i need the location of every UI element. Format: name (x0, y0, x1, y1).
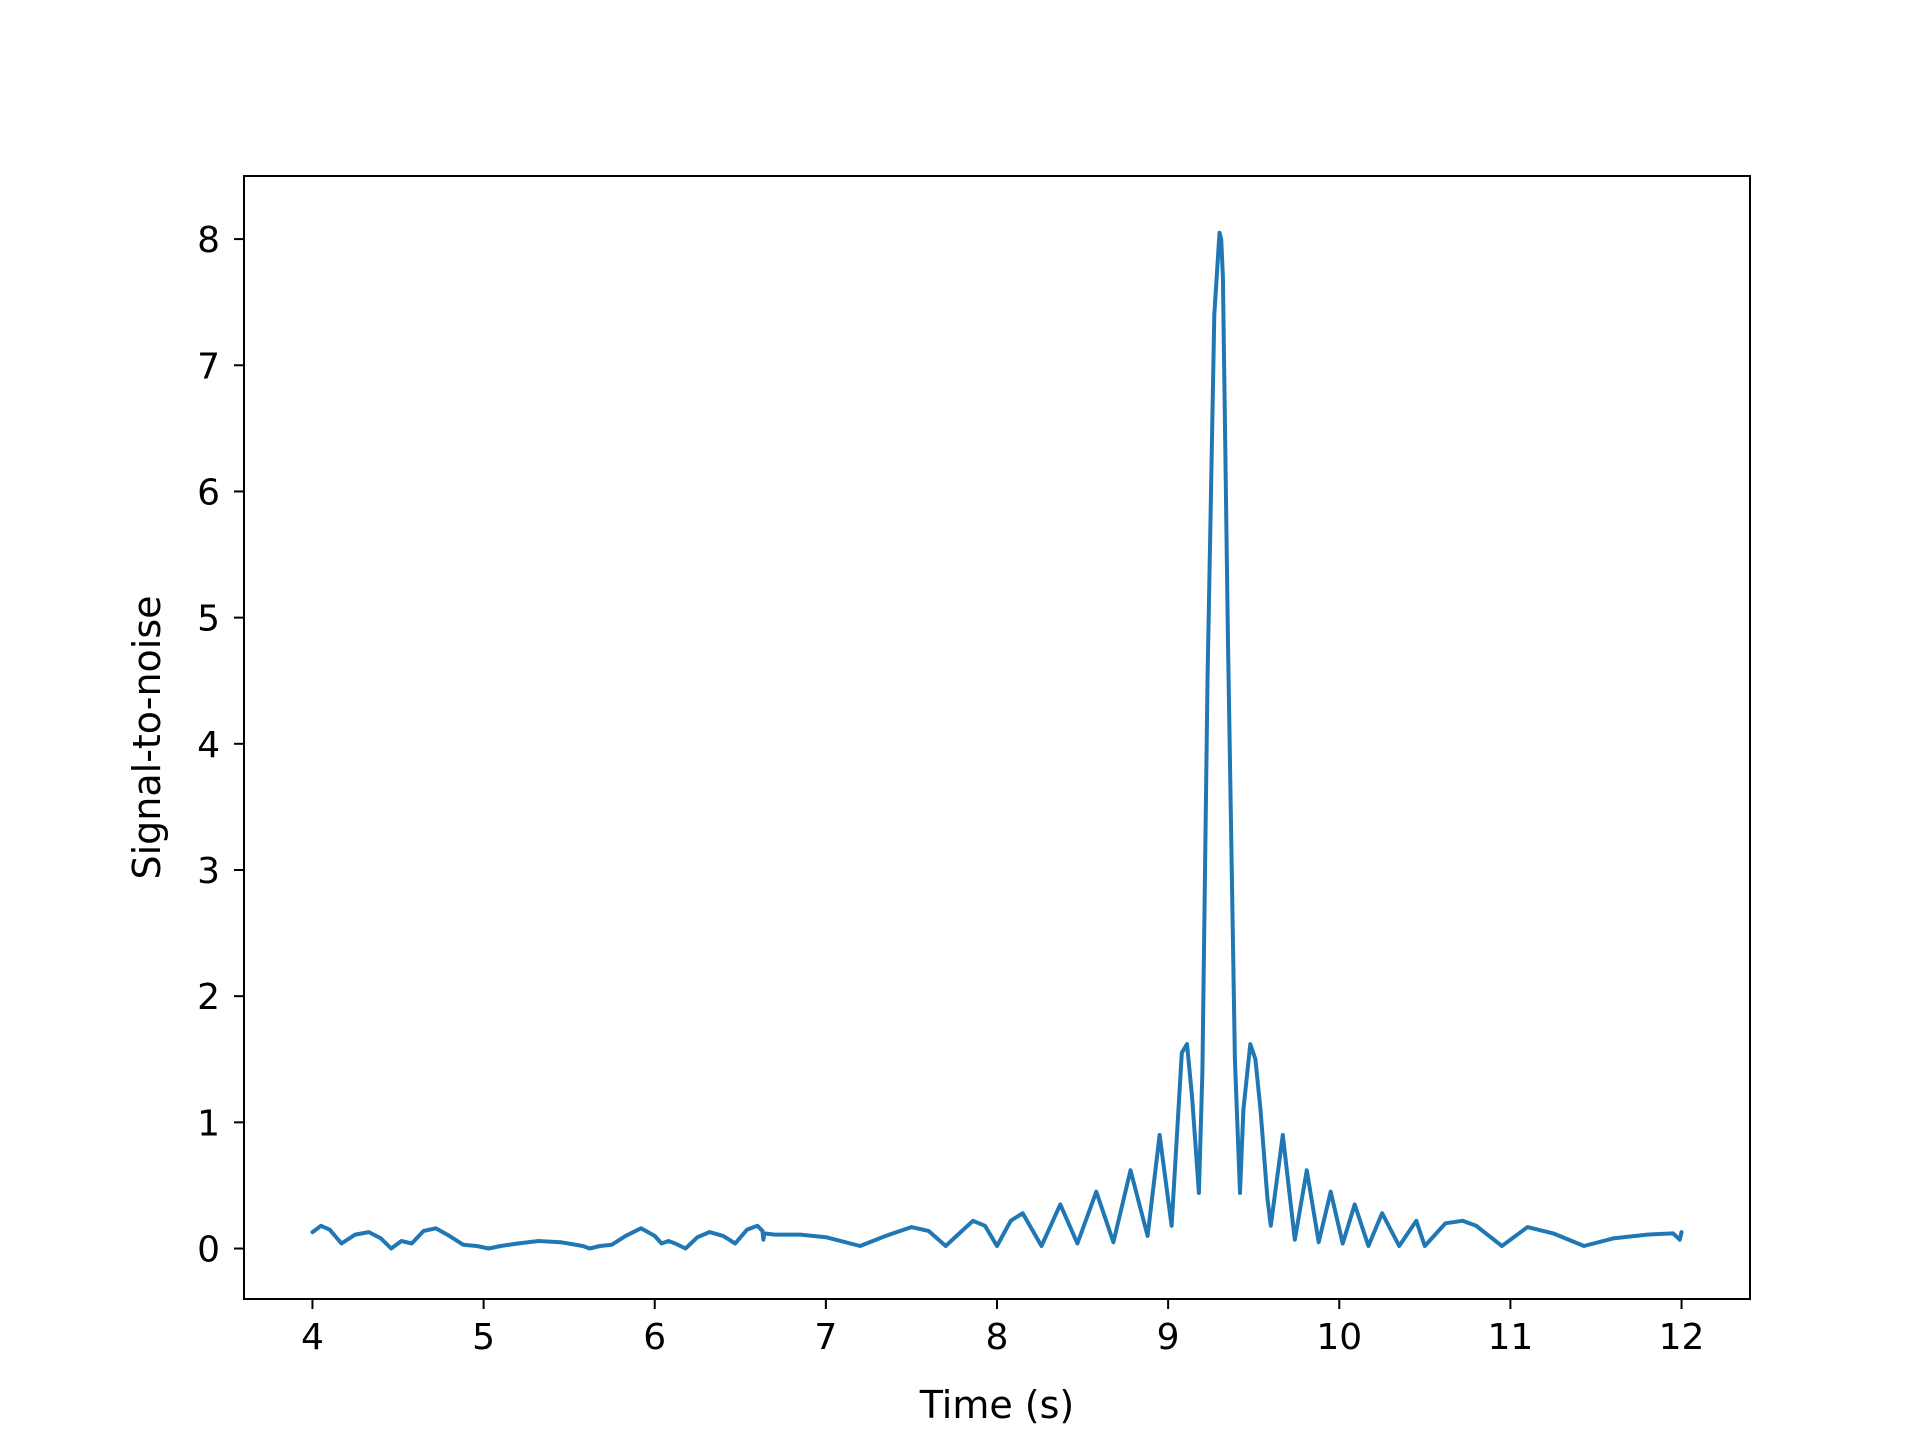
y-tick-label: 0 (197, 1230, 220, 1271)
y-tick-label: 2 (197, 977, 220, 1018)
y-tick-label: 5 (197, 599, 220, 640)
x-tick-label: 6 (643, 1317, 666, 1358)
y-tick-label: 8 (197, 220, 220, 261)
series-line (310, 230, 1684, 1251)
x-axis-label: Time (s) (919, 1383, 1075, 1427)
y-tick-label: 1 (197, 1103, 220, 1144)
x-tick-label: 11 (1488, 1317, 1534, 1358)
y-axis: 0 1 2 3 4 5 6 7 8 (197, 220, 244, 1271)
y-tick-label: 3 (197, 851, 220, 892)
y-axis-label: Signal-to-noise (125, 595, 169, 879)
y-tick-label: 6 (197, 472, 220, 513)
x-tick-label: 7 (814, 1317, 837, 1358)
x-tick-label: 9 (1157, 1317, 1180, 1358)
x-axis: 4 5 6 7 8 9 10 11 12 (301, 1299, 1704, 1358)
x-tick-label: 12 (1659, 1317, 1705, 1358)
x-tick-label: 10 (1316, 1317, 1362, 1358)
plot-layer (310, 230, 1684, 1251)
y-tick-label: 4 (197, 725, 220, 766)
x-tick-label: 8 (986, 1317, 1009, 1358)
x-tick-label: 4 (301, 1317, 324, 1358)
x-tick-label: 5 (472, 1317, 495, 1358)
y-tick-label: 7 (197, 346, 220, 387)
